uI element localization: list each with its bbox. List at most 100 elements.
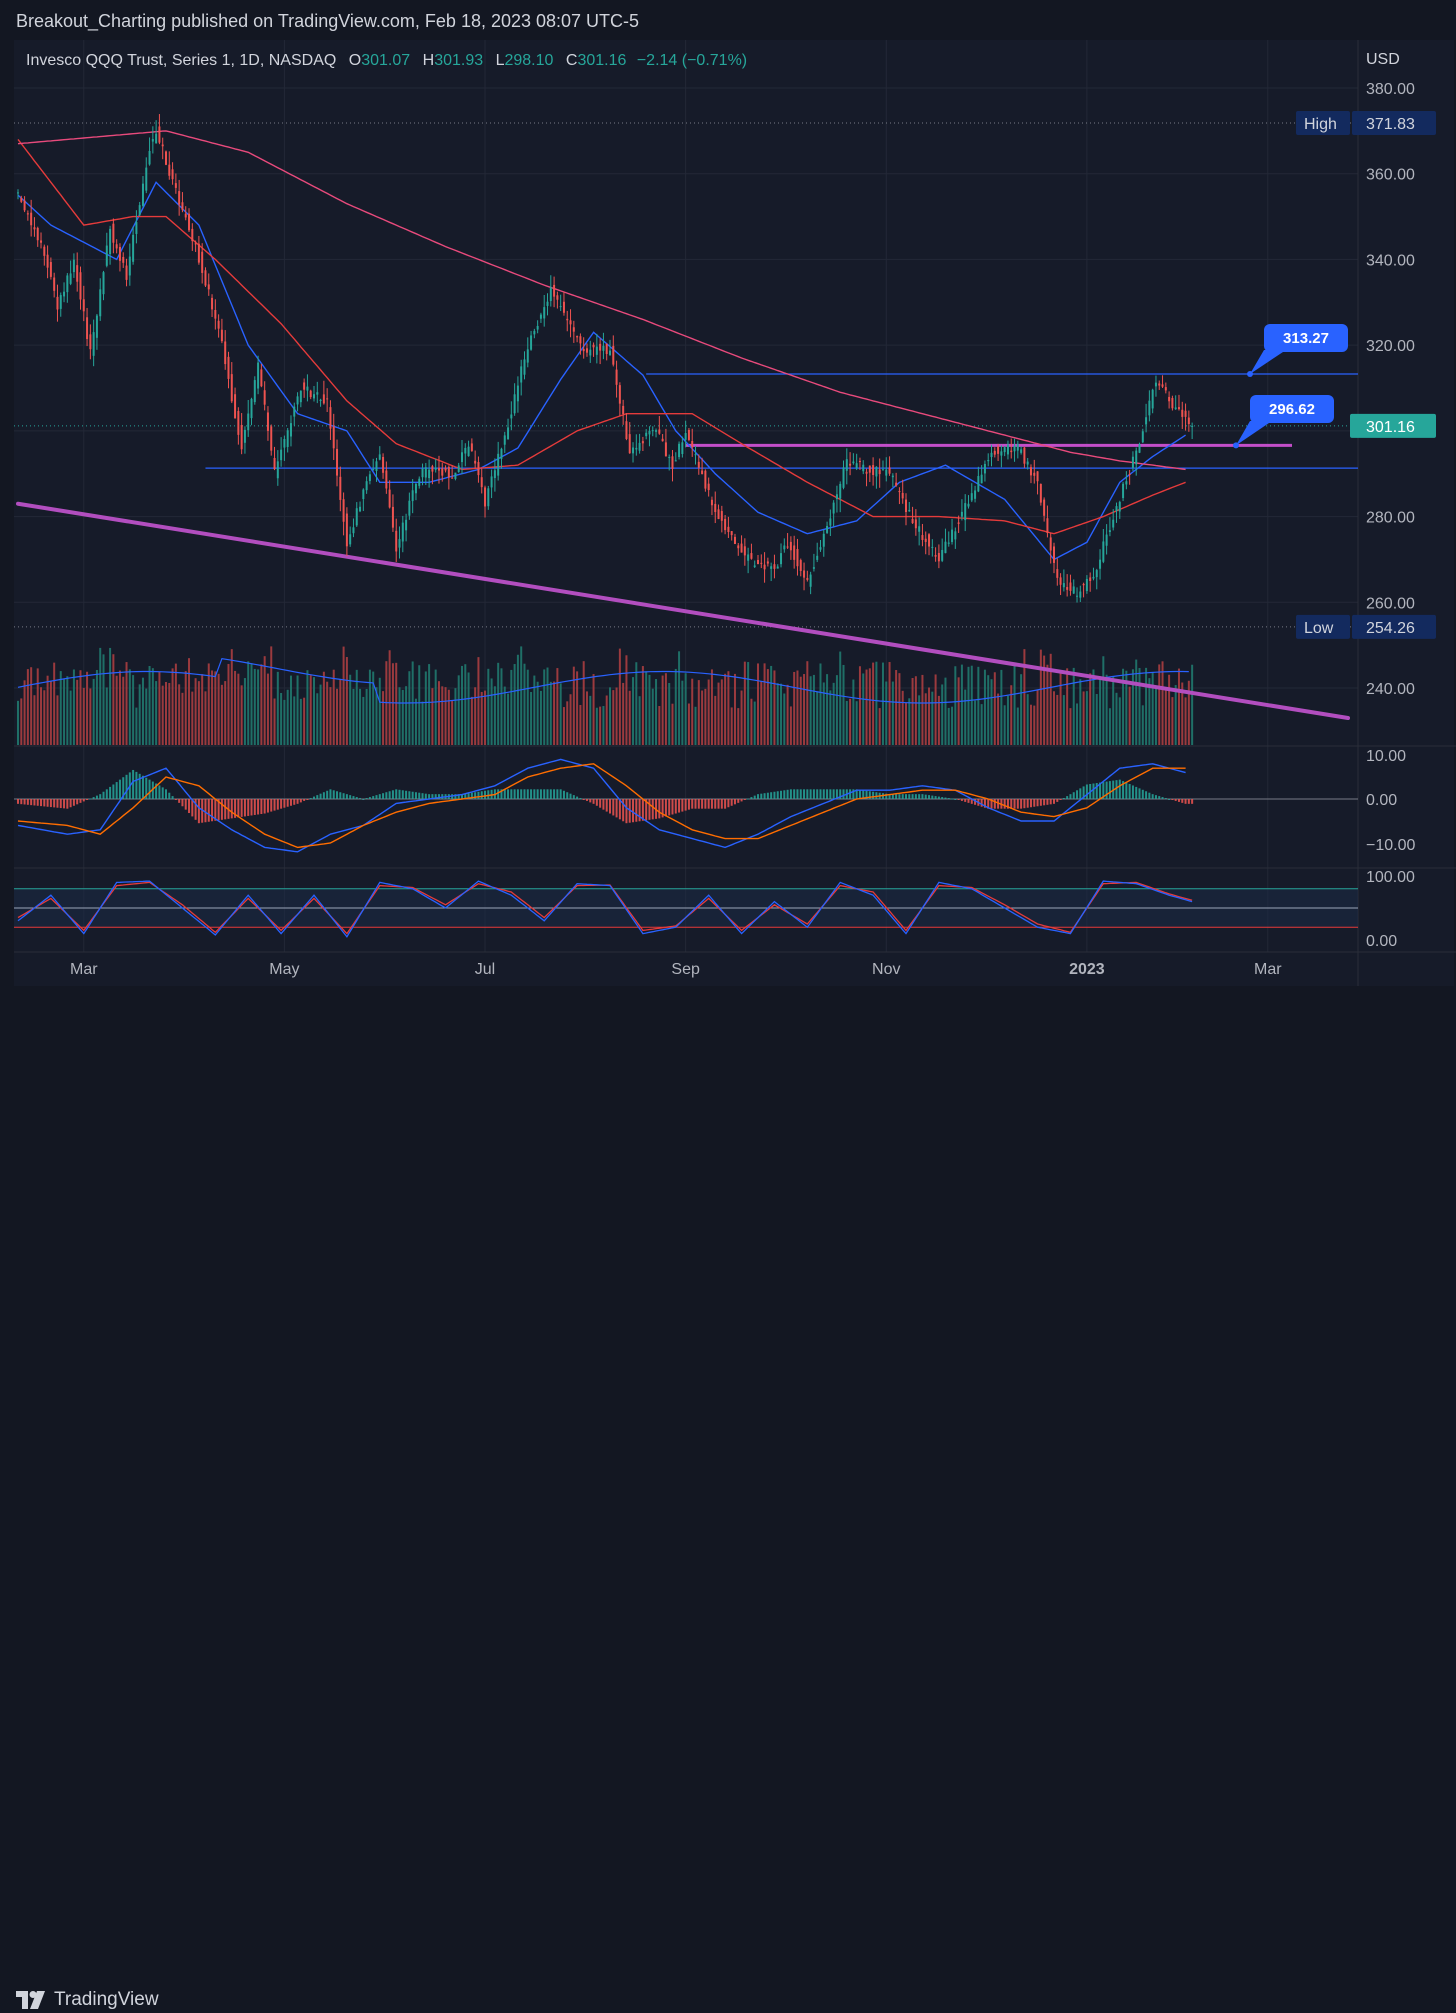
volume-bar: [326, 681, 329, 745]
volume-bar: [76, 679, 79, 745]
candle-body: [1033, 472, 1036, 476]
volume-bar: [391, 663, 394, 745]
volume-bar: [457, 675, 460, 745]
candle-body: [1128, 473, 1131, 475]
volume-bar: [40, 687, 43, 745]
volume-bar: [714, 695, 717, 745]
volume-bar: [306, 670, 309, 745]
candle-body: [461, 452, 463, 463]
volume-bar: [145, 688, 148, 745]
macd-histogram-bar: [303, 799, 306, 801]
macd-histogram-bar: [125, 774, 128, 799]
volume-bar: [747, 662, 750, 745]
macd-histogram-bar: [49, 799, 52, 808]
volume-bar: [658, 705, 661, 745]
macd-histogram-bar: [497, 789, 500, 799]
volume-bar: [990, 679, 993, 745]
candle-body: [474, 460, 477, 464]
volume-bar: [359, 688, 362, 745]
legend-symbol: Invesco QQQ Trust, Series 1, 1D, NASDAQ: [26, 52, 337, 69]
chart-svg[interactable]: 10.00 0.00 −10.00 100.00 0.00 USD 380.00 360.…: [0, 0, 1456, 1038]
macd-histogram-bar: [918, 794, 921, 799]
macd-histogram-bar: [852, 789, 855, 799]
candle-body: [168, 164, 171, 176]
macd-histogram-bar: [46, 799, 49, 807]
volume-bar: [405, 686, 408, 745]
macd-histogram-bar: [888, 794, 891, 799]
volume-bar: [931, 691, 934, 745]
chart-area[interactable]: [14, 40, 1454, 986]
macd-histogram-bar: [724, 799, 727, 809]
volume-bar: [694, 706, 697, 745]
time-tick-label: Sep: [671, 961, 700, 978]
macd-histogram-bar: [253, 799, 256, 815]
candle-body: [1020, 449, 1023, 453]
volume-bar: [806, 661, 809, 745]
candle-body: [763, 564, 766, 570]
candle-body: [724, 518, 727, 531]
volume-bar: [1003, 705, 1006, 745]
volume-bar: [1072, 667, 1075, 745]
volume-bar: [1043, 655, 1046, 745]
volume-bar: [434, 669, 437, 745]
macd-histogram-bar: [1006, 799, 1009, 809]
candle-body: [359, 506, 362, 512]
candle-body: [888, 467, 891, 474]
candle-body: [507, 427, 510, 440]
volume-bar: [493, 686, 496, 745]
volume-bar: [592, 674, 595, 745]
volume-bar: [214, 671, 217, 745]
volume-bar: [352, 688, 355, 745]
volume-bar: [220, 684, 223, 745]
macd-histogram-bar: [457, 794, 460, 799]
volume-bar: [628, 690, 631, 745]
candle-body: [503, 435, 506, 445]
candle-body: [1108, 530, 1111, 533]
macd-histogram-bar: [82, 799, 85, 802]
macd-histogram-bar: [247, 799, 250, 816]
volume-bar: [240, 685, 243, 745]
macd-histogram-bar: [418, 792, 421, 799]
candle-body: [99, 289, 102, 317]
volume-bar: [520, 646, 523, 745]
volume-bar: [92, 678, 95, 745]
candle-body: [832, 502, 835, 514]
macd-histogram-bar: [388, 791, 391, 799]
volume-bar: [1006, 695, 1009, 745]
candle-body: [710, 499, 713, 506]
volume-bar: [408, 671, 411, 745]
macd-histogram-bar: [484, 790, 487, 799]
volume-bar: [1135, 659, 1138, 745]
candle-body: [26, 213, 29, 215]
candle-body: [138, 205, 141, 216]
candle-body: [714, 503, 717, 513]
tradingview-logo[interactable]: TradingView: [16, 1987, 159, 2013]
last-price-bg: [1350, 413, 1436, 438]
macd-histogram-bar: [585, 799, 588, 801]
volume-bar: [516, 654, 519, 745]
candle-body: [628, 434, 631, 454]
volume-bar: [585, 691, 588, 745]
candle-body: [576, 336, 579, 338]
volume-bar: [720, 679, 723, 745]
candle-body: [467, 446, 470, 457]
candle-body: [484, 487, 487, 507]
candle-body: [339, 476, 342, 500]
macd-histogram-bar: [1128, 783, 1131, 799]
candle-body: [743, 546, 746, 556]
volume-bar: [490, 678, 493, 745]
candle-body: [66, 275, 69, 293]
macd-histogram-bar: [895, 794, 898, 799]
candle-body: [316, 392, 319, 395]
volume-bar: [809, 676, 812, 745]
macd-histogram-bar: [362, 799, 365, 800]
candle-body: [105, 245, 108, 266]
volume-bar: [1026, 694, 1029, 745]
candle-body: [885, 469, 888, 476]
macd-tick-label: 10.00: [1366, 748, 1406, 765]
macd-histogram-bar: [474, 792, 477, 799]
macd-histogram-bar: [842, 789, 845, 799]
candle-body: [803, 570, 806, 578]
candle-body: [1085, 578, 1088, 591]
volume-bar: [224, 681, 227, 745]
